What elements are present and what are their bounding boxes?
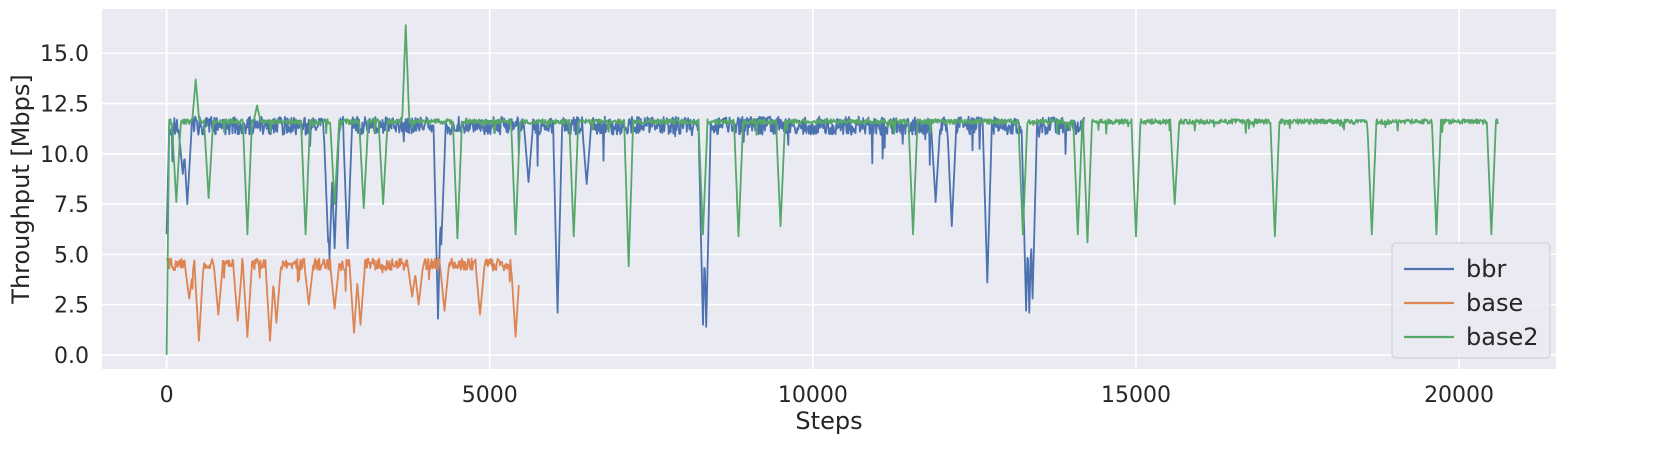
y-tick-label: 10.0 [40,143,89,168]
x-tick-label: 20000 [1424,383,1494,408]
series-line-base2 [165,24,1499,355]
legend-label-bbr: bbr [1466,255,1506,283]
grid [102,9,1556,369]
x-tick-label: 0 [160,383,174,408]
x-ticks: 0 5000 10000 15000 20000 [160,383,1494,408]
y-tick-label: 0.0 [54,344,89,369]
x-tick-label: 10000 [778,383,848,408]
legend-label-base2: base2 [1466,323,1538,351]
x-tick-label: 5000 [462,383,518,408]
plot-background [102,9,1556,369]
legend-label-base: base [1466,289,1523,317]
y-tick-label: 5.0 [54,243,89,268]
y-tick-label: 15.0 [40,42,89,67]
y-ticks: 0.0 2.5 5.0 7.5 10.0 12.5 15.0 [40,42,89,369]
legend: bbr base base2 [1391,242,1551,359]
series-line-base [165,257,520,342]
x-axis-title: Steps [795,407,862,435]
y-tick-label: 2.5 [54,294,89,319]
y-axis-title: Throughput [Mbps] [7,74,35,304]
y-tick-label: 12.5 [40,93,89,118]
series-layer [165,24,1499,355]
legend-box [1391,242,1551,359]
y-tick-label: 7.5 [54,193,89,218]
x-tick-label: 15000 [1101,383,1171,408]
